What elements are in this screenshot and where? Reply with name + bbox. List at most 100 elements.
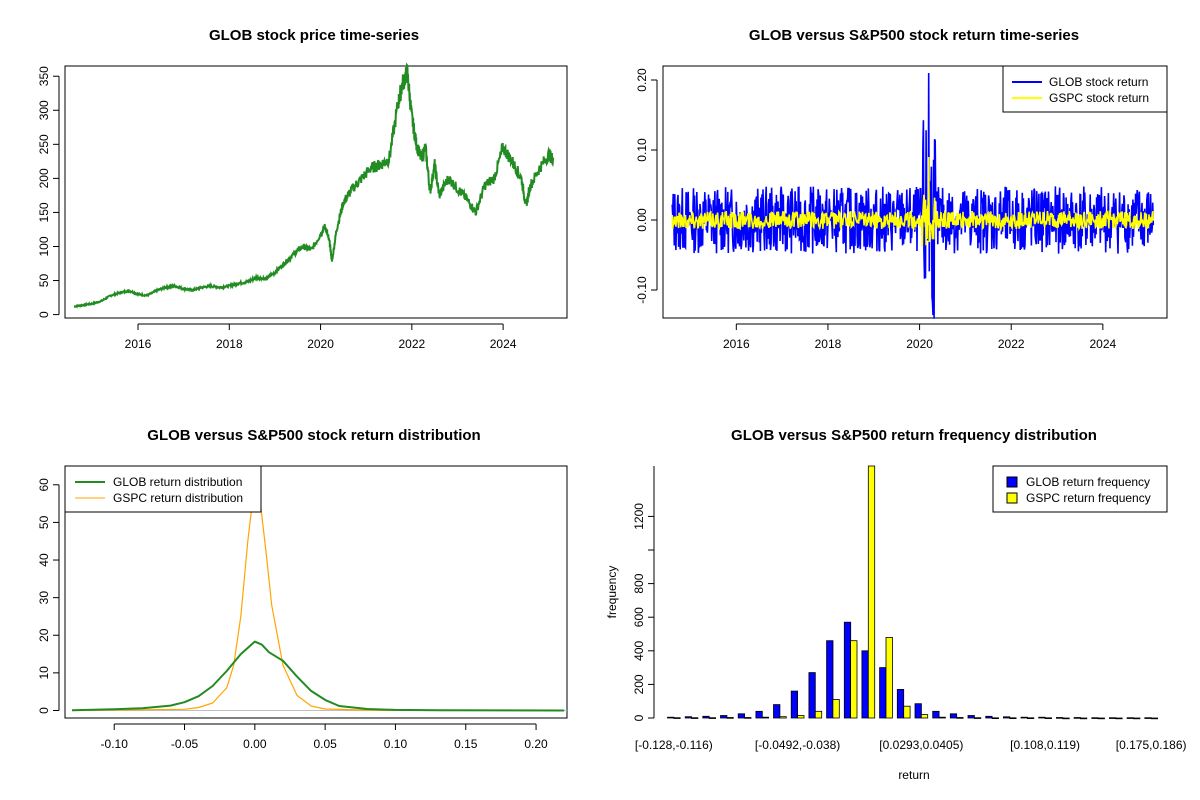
- density-y-tick-label: 0: [37, 707, 51, 714]
- histogram-bar-gspc: [956, 717, 964, 719]
- histogram-bar-glob: [720, 715, 728, 719]
- histogram-bar-gspc: [991, 717, 999, 719]
- histogram-bar-glob: [967, 715, 975, 719]
- histogram-bar-gspc: [920, 714, 929, 719]
- returns-legend: GLOB stock return GSPC stock return: [1002, 65, 1168, 113]
- density-x-tick-label: -0.10: [101, 737, 129, 751]
- histogram-bar-gspc: [974, 717, 982, 719]
- density-x-tick-label: 0.00: [243, 737, 267, 751]
- density-y-tick-label: 20: [37, 628, 51, 642]
- histogram-bar-gspc: [903, 705, 911, 719]
- histogram-bar-gspc: [938, 716, 946, 719]
- price-x-tick-label: 2016: [125, 337, 152, 351]
- price-y-tick-label: 50: [37, 274, 51, 288]
- density-chart-title: GLOB versus S&P500 stock return distribu…: [147, 427, 480, 444]
- histogram-x-axis-label: return: [898, 768, 929, 782]
- histogram-bar-glob: [1091, 717, 1099, 719]
- returns-y-tick-label: 0.00: [635, 208, 649, 232]
- returns-legend-box: [1002, 65, 1168, 113]
- histogram-bar-gspc: [761, 716, 770, 719]
- returns-x-tick-label: 2020: [906, 337, 933, 351]
- returns-y-tick-label: -0.10: [635, 276, 649, 304]
- histogram-bar-glob: [1126, 717, 1134, 719]
- histogram-bar-glob: [985, 715, 993, 719]
- density-legend-label-glob: GLOB return distribution: [113, 475, 242, 489]
- density-series: [71, 480, 567, 712]
- price-plot-frame: [64, 65, 568, 319]
- price-x-tick-label: 2018: [216, 337, 243, 351]
- price-line: [73, 62, 555, 309]
- histogram-x-tick-label: [0.108,0.119): [1010, 738, 1080, 752]
- returns-line-glob: [671, 72, 1155, 319]
- histogram-y-tick-label: 1200: [632, 503, 646, 530]
- histogram-y-tick-label: 800: [632, 573, 646, 593]
- price-x-tick-label: 2020: [307, 337, 334, 351]
- price-x-tick-label: 2024: [490, 337, 517, 351]
- histogram-bar-glob: [808, 672, 816, 719]
- histogram-y-tick-label: 200: [632, 674, 646, 694]
- histogram-bar-glob: [861, 650, 869, 719]
- price-y-tick-label: 200: [37, 168, 51, 188]
- returns-y-tick-label: 0.10: [635, 138, 649, 162]
- density-x-tick-label: 0.15: [454, 737, 478, 751]
- returns-axes: 2016 2018 2020 2022 2024 -0.10 0.00 0.10 0.20: [635, 68, 1116, 351]
- histogram-bar-gspc: [832, 699, 840, 719]
- histogram-y-tick-label: 400: [632, 640, 646, 660]
- histogram-axes: 0 200 400 600 800 1200 [-0.128,-0.116) [-0.0492…: [632, 466, 1187, 752]
- histogram-bar-gspc: [850, 640, 858, 719]
- histogram-legend-label-gspc: GSPC return frequency: [1026, 491, 1151, 505]
- histogram-legend-swatch-glob: [1006, 476, 1018, 488]
- histogram-bar-gspc: [779, 716, 787, 719]
- returns-x-tick-label: 2024: [1090, 337, 1117, 351]
- histogram-bar-glob: [843, 621, 852, 719]
- density-plot-frame: [64, 465, 568, 719]
- price-series: [73, 62, 555, 309]
- histogram-bar-gspc: [708, 717, 717, 719]
- histogram-bar-glob: [896, 689, 905, 719]
- returns-chart-title: GLOB versus S&P500 stock return time-ser…: [749, 27, 1079, 44]
- histogram-bar-glob: [702, 715, 710, 719]
- returns-x-tick-label: 2016: [723, 337, 750, 351]
- returns-x-tick-label: 2018: [815, 337, 842, 351]
- histogram-bar-glob: [1144, 717, 1152, 719]
- histogram-bar-gspc: [1115, 717, 1123, 720]
- histogram-bar-glob: [949, 713, 958, 719]
- price-y-tick-label: 100: [37, 236, 51, 256]
- histogram-bar-gspc: [885, 637, 893, 719]
- density-line-glob: [71, 640, 565, 712]
- density-x-tick-label: 0.20: [524, 737, 548, 751]
- returns-legend-label-gspc: GSPC stock return: [1049, 91, 1149, 105]
- histogram-bar-gspc: [1062, 717, 1070, 720]
- histogram-bar-gspc: [1027, 717, 1035, 719]
- histogram-bar-glob: [826, 640, 834, 719]
- histogram-bar-glob: [1003, 716, 1011, 719]
- histogram-bar-glob: [790, 690, 799, 719]
- histogram-legend-swatch-gspc: [1006, 492, 1018, 504]
- price-y-tick-label: 150: [37, 202, 51, 222]
- price-chart-title: GLOB stock price time-series: [209, 27, 419, 44]
- histogram-bar-gspc: [1044, 717, 1052, 719]
- density-y-tick-label: 30: [37, 591, 51, 605]
- density-panel: GLOB versus S&P500 stock return distribu…: [37, 427, 568, 751]
- histogram-bar-glob: [667, 716, 675, 719]
- price-y-tick-label: 0: [37, 311, 51, 318]
- price-y-tick-label: 350: [37, 66, 51, 86]
- histogram-bar-gspc: [1080, 717, 1088, 720]
- histogram-bar-glob: [737, 713, 746, 719]
- histogram-bar-gspc: [726, 717, 734, 719]
- histogram-series: [667, 465, 1158, 720]
- histogram-bar-glob: [684, 716, 693, 719]
- histogram-legend-box: [992, 465, 1168, 513]
- histogram-bar-glob: [773, 704, 781, 719]
- histogram-bar-glob: [1109, 717, 1117, 719]
- histogram-bar-gspc: [691, 717, 699, 719]
- histogram-bar-gspc: [1097, 717, 1105, 720]
- histogram-x-tick-label: [-0.128,-0.116): [635, 738, 713, 752]
- histogram-bar-gspc: [1009, 717, 1017, 719]
- histogram-panel: GLOB versus S&P500 return frequency dist…: [605, 427, 1187, 782]
- returns-y-tick-label: 0.20: [635, 68, 649, 92]
- histogram-bar-glob: [932, 710, 940, 719]
- histogram-bar-gspc: [1150, 717, 1158, 720]
- density-y-tick-label: 10: [37, 666, 51, 680]
- returns-legend-label-glob: GLOB stock return: [1049, 75, 1148, 89]
